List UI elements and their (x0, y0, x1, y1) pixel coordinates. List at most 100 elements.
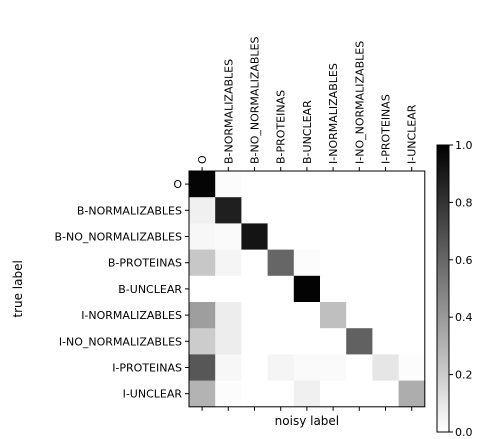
heatmap-cell (346, 354, 373, 381)
colorbar-tick-label: 0.0 (455, 426, 473, 439)
heatmap-cell (320, 354, 347, 381)
heatmap-cell (346, 171, 373, 198)
heatmap-cell (372, 197, 399, 224)
y-tick-label: B-PROTEINAS (108, 257, 182, 270)
heatmap-cell (346, 249, 373, 277)
heatmap-cell (346, 302, 373, 329)
x-tick-label: I-PROTEINAS (380, 94, 393, 164)
heatmap-cell (189, 275, 216, 303)
heatmap-cell (241, 302, 268, 329)
heatmap-cell (398, 275, 426, 303)
heatmap-cells (189, 171, 426, 408)
heatmap-cell (293, 354, 321, 381)
heatmap-cell (346, 223, 373, 250)
heatmap-cell (372, 223, 399, 250)
heatmap-cell (189, 171, 216, 198)
x-tick-label: B-PROTEINAS (275, 90, 288, 164)
heatmap-cell (293, 223, 321, 250)
heatmap-cell (267, 171, 295, 198)
heatmap-cell (293, 328, 321, 355)
heatmap-cell (215, 354, 242, 381)
x-tick-label: I-UNCLEAR (406, 104, 419, 164)
colorbar-tick-label: 0.2 (455, 369, 473, 382)
heatmap-cell (189, 380, 216, 408)
heatmap-cell (372, 354, 399, 381)
heatmap-cell (241, 380, 268, 408)
colorbar-ticks: 0.0 0.2 0.4 0.6 0.8 1.0 (449, 139, 473, 439)
heatmap-cell (215, 302, 242, 329)
heatmap-cell (293, 249, 321, 277)
heatmap-cell (346, 328, 373, 355)
heatmap-cell (320, 223, 347, 250)
heatmap-cell (398, 380, 426, 408)
heatmap-cell (372, 249, 399, 277)
heatmap-cell (398, 328, 426, 355)
colorbar-tick-label: 0.4 (455, 311, 473, 324)
heatmap-cell (267, 249, 295, 277)
heatmap-cell (372, 171, 399, 198)
y-tick-label: I-NORMALIZABLES (81, 309, 182, 322)
heatmap-cell (346, 275, 373, 303)
x-tick-label: O (196, 155, 209, 164)
heatmap-cell (267, 223, 295, 250)
heatmap-cell (320, 380, 347, 408)
heatmap-cell (267, 354, 295, 381)
heatmap-cell (215, 223, 242, 250)
x-axis-ticks: O B-NORMALIZABLES B-NO_NORMALIZABLES B-PROT… (196, 36, 419, 411)
heatmap-cell (215, 380, 242, 408)
y-tick-label: I-UNCLEAR (123, 388, 183, 401)
heatmap-cell (189, 302, 216, 329)
x-axis-label: noisy label (275, 414, 339, 428)
heatmap-cell (189, 354, 216, 381)
heatmap-cell (398, 302, 426, 329)
colorbar-tick-label: 0.8 (455, 196, 473, 209)
heatmap-cell (320, 302, 347, 329)
heatmap-cell (293, 197, 321, 224)
x-tick-label: B-NO_NORMALIZABLES (249, 36, 262, 164)
heatmap-cell (241, 197, 268, 224)
heatmap-cell (398, 354, 426, 381)
x-tick-label: B-UNCLEAR (301, 100, 314, 164)
heatmap-cell (241, 354, 268, 381)
heatmap-cell (372, 380, 399, 408)
heatmap-cell (267, 328, 295, 355)
y-axis-ticks: O B-NORMALIZABLES B-NO_NORMALIZABLES B-PROT… (55, 178, 189, 401)
heatmap-cell (320, 197, 347, 224)
heatmap-cell (241, 328, 268, 355)
heatmap-cell (293, 302, 321, 329)
heatmap-cell (320, 249, 347, 277)
heatmap-cell (189, 223, 216, 250)
heatmap-cell (241, 275, 268, 303)
y-axis-label: true label (11, 260, 25, 317)
colorbar-tick-label: 1.0 (455, 139, 473, 152)
heatmap-cell (346, 197, 373, 224)
colorbar-tick-label: 0.6 (455, 254, 473, 267)
heatmap-cell (320, 171, 347, 198)
heatmap-cell (189, 328, 216, 355)
heatmap-cell (215, 249, 242, 277)
y-tick-label: I-PROTEINAS (112, 362, 182, 375)
heatmap-cell (320, 328, 347, 355)
heatmap-cell (215, 275, 242, 303)
heatmap-cell (189, 197, 216, 224)
x-tick-label: I-NORMALIZABLES (327, 63, 340, 164)
heatmap-cell (398, 223, 426, 250)
heatmap-cell (398, 171, 426, 198)
heatmap-cell (215, 197, 242, 224)
y-tick-label: O (173, 178, 182, 191)
heatmap-cell (372, 302, 399, 329)
heatmap-cell (267, 197, 295, 224)
heatmap-cell (241, 223, 268, 250)
heatmap-cell (398, 197, 426, 224)
heatmap-cell (267, 302, 295, 329)
y-tick-label: I-NO_NORMALIZABLES (59, 335, 182, 348)
heatmap-cell (267, 275, 295, 303)
heatmap-cell (241, 171, 268, 198)
heatmap-cell (320, 275, 347, 303)
y-tick-label: B-NORMALIZABLES (77, 204, 182, 217)
y-tick-label: B-UNCLEAR (118, 283, 182, 296)
heatmap-cell (293, 380, 321, 408)
heatmap-cell (398, 249, 426, 277)
x-tick-label: B-NORMALIZABLES (222, 59, 235, 164)
